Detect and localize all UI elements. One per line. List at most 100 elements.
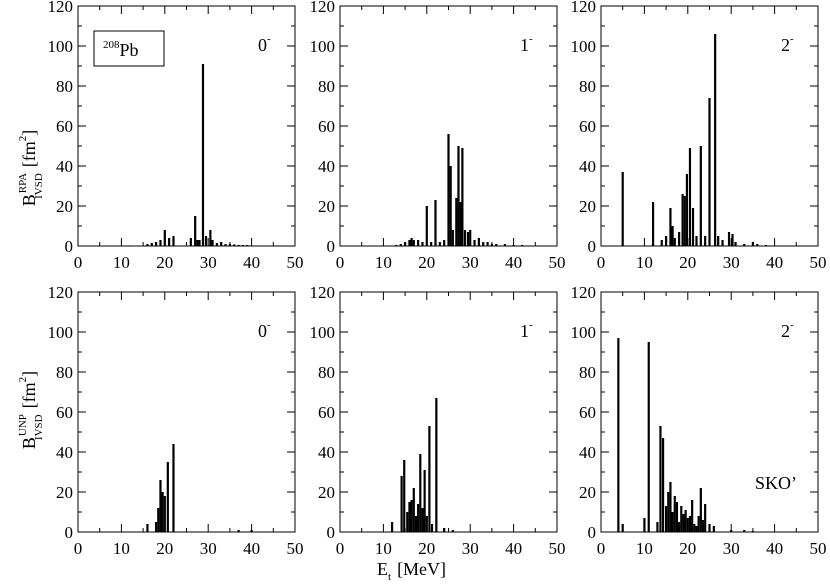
y-tick-label: 100: [310, 323, 336, 342]
y-label-top-sub: IVSD: [33, 173, 45, 199]
panel-unp-1: 0 10 20 30 40 50 0 20 40 60 80 100 120 1-: [310, 283, 566, 558]
y-tick-label: 120: [48, 0, 74, 16]
y-label-bottom-unit: [fm: [19, 382, 39, 408]
y-tick-label: 60: [318, 403, 335, 422]
x-tick-label: 20: [679, 539, 696, 558]
x-tick-label: 40: [243, 253, 260, 272]
y-tick-label: 40: [56, 157, 73, 176]
y-label-bottom-sub: IVSD: [33, 414, 45, 440]
multipolarity-l: 0: [258, 321, 267, 341]
y-tick-label: 0: [327, 523, 336, 542]
y-tick-label: 80: [56, 363, 73, 382]
y-label-top-unit-close: ]: [19, 130, 39, 136]
y-tick-label: 80: [318, 77, 335, 96]
x-tick-label: 40: [243, 539, 260, 558]
svg-text:208Pb: 208Pb: [103, 39, 139, 60]
y-tick-label: 60: [318, 117, 335, 136]
y-tick-label: 20: [579, 197, 596, 216]
y-tick-label: 80: [579, 363, 596, 382]
y-tick-label: 20: [56, 197, 73, 216]
multipolarity-parity: -: [529, 319, 533, 331]
x-tick-label: 50: [810, 253, 827, 272]
multipolarity-l: 1: [520, 35, 529, 55]
y-tick-label: 40: [56, 443, 73, 462]
x-tick-label: 30: [723, 539, 740, 558]
multipolarity-parity: -: [790, 319, 794, 331]
x-tick-label: 20: [156, 539, 173, 558]
x-tick-label: 40: [505, 253, 522, 272]
x-tick-label: 10: [113, 539, 130, 558]
x-tick-label: 40: [766, 539, 783, 558]
multipolarity-label: 0-: [258, 33, 271, 55]
y-tick-label: 120: [310, 0, 336, 16]
x-tick-label: 10: [375, 539, 392, 558]
y-tick-label: 0: [588, 523, 597, 542]
x-tick-label: 30: [200, 253, 217, 272]
y-tick-label: 20: [318, 483, 335, 502]
y-label-top-unit-sup: 2: [17, 136, 29, 142]
x-tick-label: 10: [636, 539, 653, 558]
x-label-base: E: [377, 559, 388, 579]
y-tick-label: 40: [579, 157, 596, 176]
y-tick-label: 120: [48, 283, 74, 302]
y-tick-label: 20: [56, 483, 73, 502]
nucleus-symbol: Pb: [120, 40, 139, 60]
x-tick-label: 40: [505, 539, 522, 558]
y-tick-label: 0: [588, 237, 597, 256]
multipolarity-label: 0-: [258, 319, 271, 341]
y-tick-label: 0: [65, 237, 74, 256]
y-tick-label: 120: [571, 283, 597, 302]
x-tick-label: 10: [375, 253, 392, 272]
x-tick-label: 30: [462, 539, 479, 558]
y-label-bottom-unit-close: ]: [19, 371, 39, 377]
x-axis-label: Et [MeV]: [377, 559, 446, 583]
x-tick-label: 50: [287, 539, 304, 558]
panel-rpa-1: 0 10 20 30 40 50 0 20 40 60 80 100 120 1-: [310, 0, 566, 272]
y-tick-label: 100: [48, 323, 74, 342]
nucleus-label: 208Pb: [93, 30, 165, 67]
multipolarity-label: 2-: [781, 33, 794, 55]
y-axis-label-bottom: BUNP IVSD [fm2]: [17, 371, 45, 449]
y-tick-label: 20: [318, 197, 335, 216]
y-tick-label: 100: [48, 37, 74, 56]
y-tick-label: 80: [579, 77, 596, 96]
x-tick-label: 0: [597, 253, 606, 272]
x-tick-label: 50: [549, 253, 566, 272]
multipolarity-l: 0: [258, 35, 267, 55]
multipolarity-label: 1-: [520, 33, 533, 55]
multipolarity-label: 2-: [781, 319, 794, 341]
y-tick-label: 100: [310, 37, 336, 56]
multipolarity-l: 1: [520, 321, 529, 341]
x-tick-label: 0: [74, 539, 83, 558]
y-axis-label-top: BRPA IVSD [fm2]: [17, 130, 45, 207]
x-tick-label: 0: [336, 539, 345, 558]
y-tick-label: 120: [571, 0, 597, 16]
y-tick-label: 100: [571, 323, 597, 342]
multipolarity-parity: -: [529, 33, 533, 45]
multipolarity-parity: -: [267, 33, 271, 45]
y-tick-label: 40: [318, 157, 335, 176]
x-tick-label: 20: [418, 253, 435, 272]
x-tick-label: 10: [636, 253, 653, 272]
y-tick-label: 60: [56, 403, 73, 422]
y-label-bottom-base: B: [19, 437, 39, 449]
y-label-top-unit: [fm: [19, 141, 39, 167]
multipolarity-label: 1-: [520, 319, 533, 341]
x-tick-label: 30: [723, 253, 740, 272]
x-tick-label: 50: [287, 253, 304, 272]
x-label-sub: t: [388, 571, 391, 583]
y-tick-label: 120: [310, 283, 336, 302]
x-tick-label: 20: [156, 253, 173, 272]
panel-unp-2: 0 10 20 30 40 50 0 20 40 60 80 100 120 2-: [571, 283, 827, 558]
y-label-bottom-unit-sup: 2: [17, 377, 29, 383]
y-tick-label: 60: [579, 117, 596, 136]
nucleus-mass: 208: [103, 39, 120, 51]
x-label-unit: [MeV]: [397, 559, 446, 579]
y-tick-label: 60: [56, 117, 73, 136]
y-tick-label: 0: [327, 237, 336, 256]
